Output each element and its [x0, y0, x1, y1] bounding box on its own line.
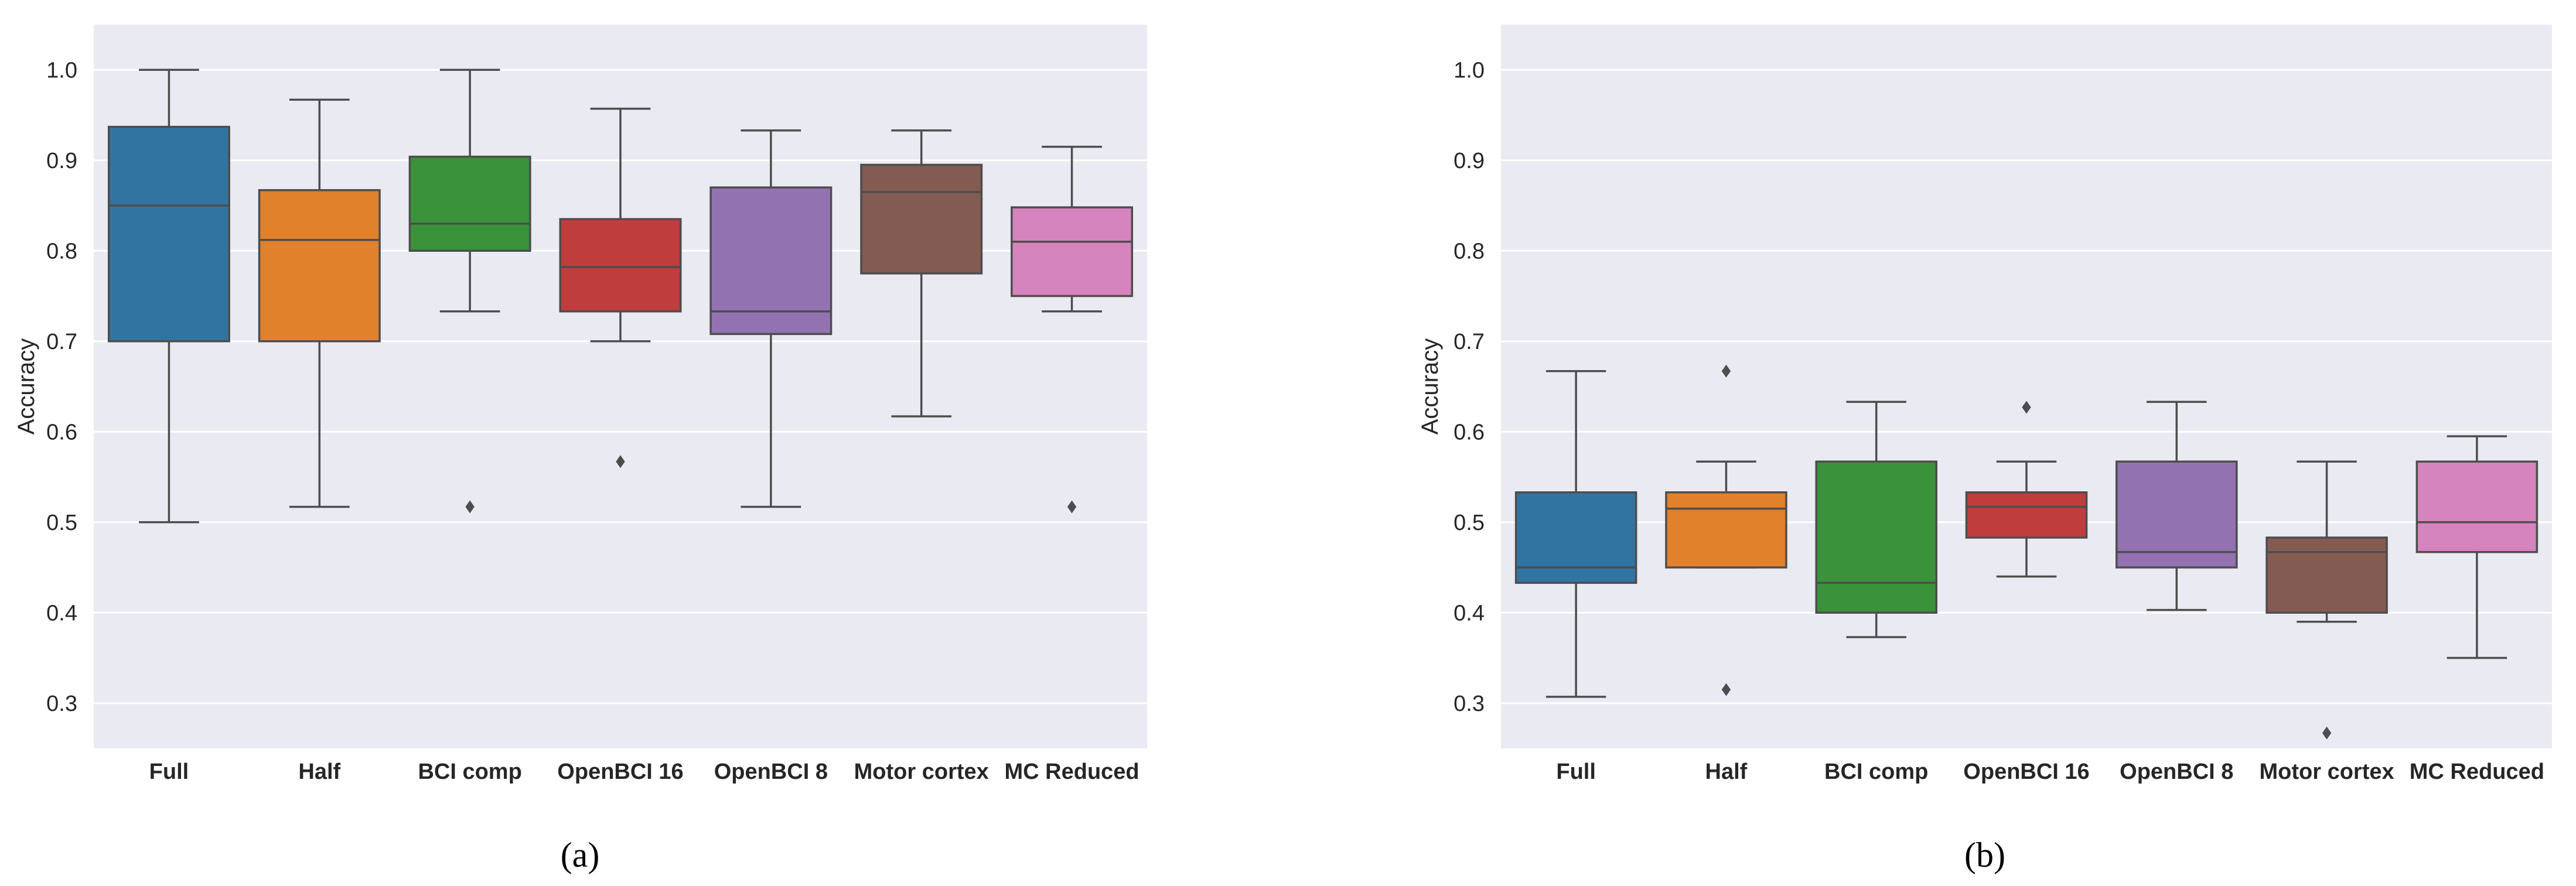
y-tick-label: 0.9	[46, 149, 77, 173]
box-iqr	[559, 218, 682, 313]
x-tick-label: Full	[1556, 760, 1596, 784]
box-openbci-8	[709, 129, 832, 508]
box-mc-reduced	[2415, 435, 2539, 659]
outlier-point	[616, 455, 625, 468]
x-tick-label: OpenBCI 16	[557, 760, 683, 784]
box-iqr	[1965, 491, 2088, 539]
y-tick-label: 1.0	[1454, 59, 1485, 83]
box-half	[258, 98, 381, 508]
box-iqr	[408, 155, 531, 252]
x-tick-label: Motor cortex	[2260, 760, 2394, 784]
chart-panel-b: 0.3 0.4 0.5 0.6 0.7 0.8 0.9 1.0 Accuracy Full Half…	[1417, 25, 2552, 874]
box-iqr	[1514, 491, 1637, 584]
box-openbci-8	[2116, 401, 2238, 611]
y-tick-label: 0.7	[46, 330, 77, 354]
box-bci-comp	[1815, 401, 1937, 638]
box-openbci-16	[559, 107, 682, 468]
box-bci-comp	[408, 69, 531, 514]
box-iqr	[258, 189, 381, 343]
box-openbci-16	[1965, 401, 2088, 578]
y-tick-label: 0.9	[1454, 149, 1485, 173]
y-tick-label: 0.6	[1454, 420, 1485, 445]
y-tick-label: 0.5	[46, 511, 77, 535]
y-tick-label: 0.7	[1454, 330, 1485, 354]
plot-background	[1501, 25, 2552, 748]
outlier-point	[1721, 683, 1731, 696]
box-full	[107, 69, 230, 524]
box-iqr	[709, 186, 832, 336]
y-tick-label: 0.6	[46, 420, 77, 445]
y-axis-label: Accuracy	[13, 338, 39, 435]
x-tick-label: MC Reduced	[1005, 760, 1139, 784]
x-tick-label: OpenBCI 8	[714, 760, 828, 784]
x-tick-label: Full	[149, 760, 189, 784]
x-tick-label: Half	[1705, 760, 1748, 784]
outlier-point	[2022, 401, 2031, 414]
outlier-point	[1067, 500, 1077, 514]
x-tick-label: OpenBCI 8	[2120, 760, 2233, 784]
box-motor-cortex	[2265, 460, 2388, 740]
outlier-point	[1721, 364, 1731, 378]
box-iqr	[1011, 206, 1134, 297]
box-half	[1665, 364, 1787, 696]
y-tick-label: 0.4	[46, 601, 77, 626]
box-iqr	[2265, 536, 2388, 614]
x-tick-label: MC Reduced	[2410, 760, 2544, 784]
x-tick-label: BCI comp	[418, 760, 521, 784]
box-iqr	[2116, 460, 2238, 569]
y-tick-label: 0.8	[46, 240, 77, 264]
box-iqr	[107, 125, 230, 343]
panel-label: (b)	[1964, 836, 2005, 874]
box-motor-cortex	[860, 129, 983, 418]
y-tick-label: 1.0	[46, 59, 77, 83]
outlier-point	[465, 500, 475, 514]
box-iqr	[1815, 460, 1937, 614]
box-iqr	[860, 163, 983, 275]
y-tick-label: 0.3	[46, 692, 77, 716]
y-axis-label: Accuracy	[1417, 338, 1443, 435]
chart-panel-a: 0.3 0.4 0.5 0.6 0.7 0.8 0.9 1.0 Accuracy Full Half…	[13, 25, 1147, 874]
box-full	[1514, 370, 1637, 698]
y-tick-label: 0.3	[1454, 692, 1485, 716]
y-tick-label: 0.8	[1454, 240, 1485, 264]
y-tick-label: 0.4	[1454, 601, 1485, 626]
x-tick-label: Half	[298, 760, 340, 784]
box-iqr	[1665, 491, 1787, 569]
x-tick-label: BCI comp	[1824, 760, 1928, 784]
panel-label: (a)	[561, 836, 600, 874]
outlier-point	[2322, 726, 2332, 740]
box-iqr	[2415, 460, 2539, 553]
box-mc-reduced	[1011, 145, 1134, 514]
x-tick-label: OpenBCI 16	[1963, 760, 2089, 784]
x-tick-label: Motor cortex	[854, 760, 989, 784]
y-tick-label: 0.5	[1454, 511, 1485, 535]
